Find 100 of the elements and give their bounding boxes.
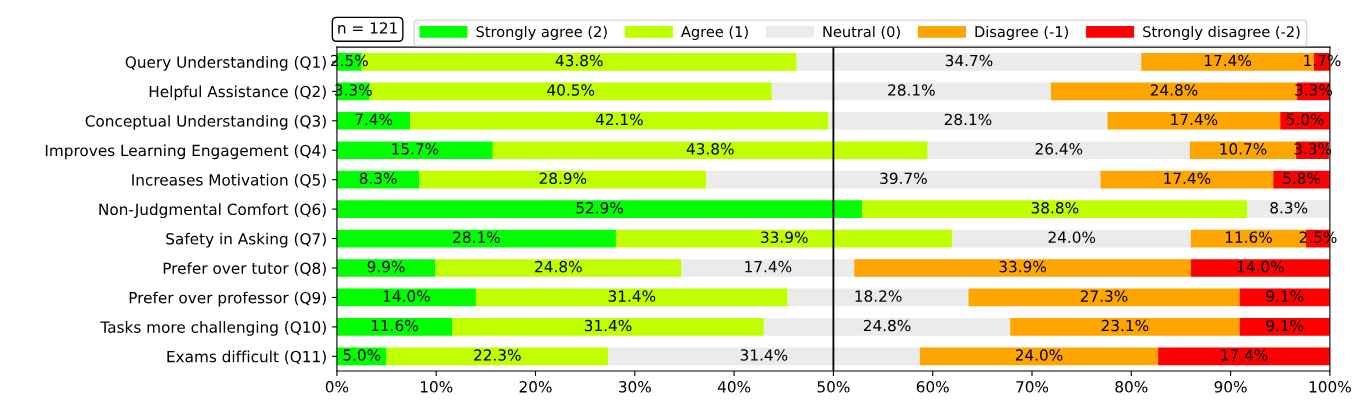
bar — [706, 170, 1101, 189]
x-tick-label: 80% — [1115, 381, 1148, 393]
bar — [1100, 170, 1274, 189]
data-label: 9.1% — [1266, 319, 1304, 332]
data-label: 43.8% — [555, 54, 603, 67]
data-label: 5.8% — [1283, 172, 1321, 185]
y-tick-label: Query Understanding (Q1) — [125, 56, 326, 71]
bar — [336, 229, 616, 248]
bar — [1247, 200, 1330, 218]
data-label: 15.7% — [392, 143, 439, 155]
x-tick-label: 40% — [717, 381, 751, 393]
bar — [452, 318, 764, 336]
y-tick-label: Prefer over tutor (Q8) — [163, 262, 326, 276]
data-label: 11.6% — [1225, 231, 1272, 243]
data-label: 33.9% — [999, 260, 1046, 273]
data-label: 24.8% — [863, 319, 911, 332]
data-label: 28.9% — [539, 172, 587, 185]
bar — [862, 200, 1248, 218]
data-label: 11.6% — [371, 319, 418, 332]
bar — [1239, 318, 1330, 336]
bar — [419, 170, 707, 189]
data-label: 27.3% — [1080, 290, 1128, 302]
bar — [607, 347, 920, 366]
y-tick-label: Improves Learning Engagement (Q4) — [45, 144, 326, 160]
data-label: 17.4% — [1221, 349, 1268, 361]
x-tick-label: 100% — [1309, 381, 1351, 393]
bar — [681, 259, 855, 277]
y-tick-label: Safety in Asking (Q7) — [166, 232, 326, 248]
data-label: 7.4% — [355, 113, 393, 126]
bar — [828, 111, 1108, 130]
x-tick-label: 30% — [618, 381, 651, 393]
bar — [854, 259, 1191, 277]
data-label: 8.3% — [1270, 201, 1308, 214]
x-tick-label: 50% — [817, 381, 850, 393]
bar — [336, 200, 863, 218]
bar — [927, 141, 1190, 160]
data-label: 24.0% — [1048, 231, 1096, 243]
bar — [796, 53, 1142, 71]
data-label: 31.4% — [608, 290, 656, 302]
legend-label: Disagree (-1) — [975, 25, 1069, 41]
legend-label: Strongly disagree (-2) — [1143, 25, 1300, 41]
data-label: 17.4% — [1171, 113, 1218, 126]
data-label: 28.1% — [944, 113, 992, 126]
data-label: 9.9% — [367, 260, 405, 273]
data-label: 24.8% — [535, 260, 582, 273]
bar — [435, 259, 682, 277]
data-label: 1.7% — [1304, 54, 1341, 67]
data-label: 28.1% — [453, 231, 500, 243]
legend-label: Agree (1) — [681, 25, 748, 41]
data-label: 31.4% — [584, 319, 632, 332]
x-tick-label: 10% — [420, 381, 453, 393]
legend-label: Strongly agree (2) — [476, 25, 607, 41]
bar — [336, 318, 453, 336]
bar — [336, 141, 493, 160]
bar — [492, 141, 928, 160]
y-tick-label: Helpful Assistance (Q2) — [149, 85, 326, 101]
bar — [1158, 347, 1330, 366]
data-label: 42.1% — [595, 113, 643, 126]
y-tick-label: Tasks more challenging (Q10) — [100, 321, 326, 336]
y-tick-label: Non-Judgmental Comfort (Q6) — [99, 203, 326, 219]
y-tick-label: Exams difficult (Q11) — [167, 350, 326, 365]
bar — [952, 229, 1191, 248]
bar — [771, 82, 1051, 101]
data-label: 9.1% — [1266, 290, 1304, 302]
x-tick-label: 20% — [519, 381, 552, 393]
bar — [968, 288, 1240, 307]
data-label: 5.0% — [343, 349, 381, 361]
bar — [336, 111, 411, 130]
bar — [386, 347, 608, 366]
data-label: 14.0% — [1237, 260, 1284, 273]
x-tick-label: 90% — [1214, 381, 1247, 393]
data-label: 17.4% — [1205, 54, 1252, 67]
text: n = 121 — [338, 22, 397, 34]
y-tick-label: Conceptual Understanding (Q3) — [85, 114, 326, 130]
data-label: 24.8% — [1150, 84, 1198, 96]
data-label: 14.0% — [383, 290, 430, 302]
legend-label: Neutral (0) — [823, 25, 900, 39]
data-label: 17.4% — [1164, 172, 1211, 185]
bar — [336, 259, 436, 277]
x-tick-label: 0% — [325, 381, 349, 393]
bar — [336, 288, 476, 307]
data-label: 33.9% — [761, 231, 808, 243]
data-label: 8.3% — [359, 172, 397, 185]
data-label: 18.2% — [855, 290, 902, 302]
y-tick-label: Increases Motivation (Q5) — [132, 173, 326, 188]
bar — [410, 111, 829, 130]
bar — [1107, 111, 1281, 130]
data-label: 26.4% — [1035, 143, 1083, 155]
bar — [475, 288, 788, 307]
data-label: 23.1% — [1101, 319, 1149, 332]
x-tick-label: 60% — [916, 381, 949, 393]
data-label: 22.3% — [474, 349, 521, 361]
x-tick-label: 70% — [1016, 381, 1049, 393]
data-label: 52.9% — [576, 201, 623, 214]
bar — [615, 229, 953, 248]
y-tick-label: Prefer over professor (Q9) — [129, 291, 326, 307]
data-label: 31.4% — [740, 349, 788, 361]
bar — [1190, 259, 1330, 277]
data-label: 34.7% — [945, 54, 993, 67]
data-label: 10.7% — [1220, 143, 1267, 155]
